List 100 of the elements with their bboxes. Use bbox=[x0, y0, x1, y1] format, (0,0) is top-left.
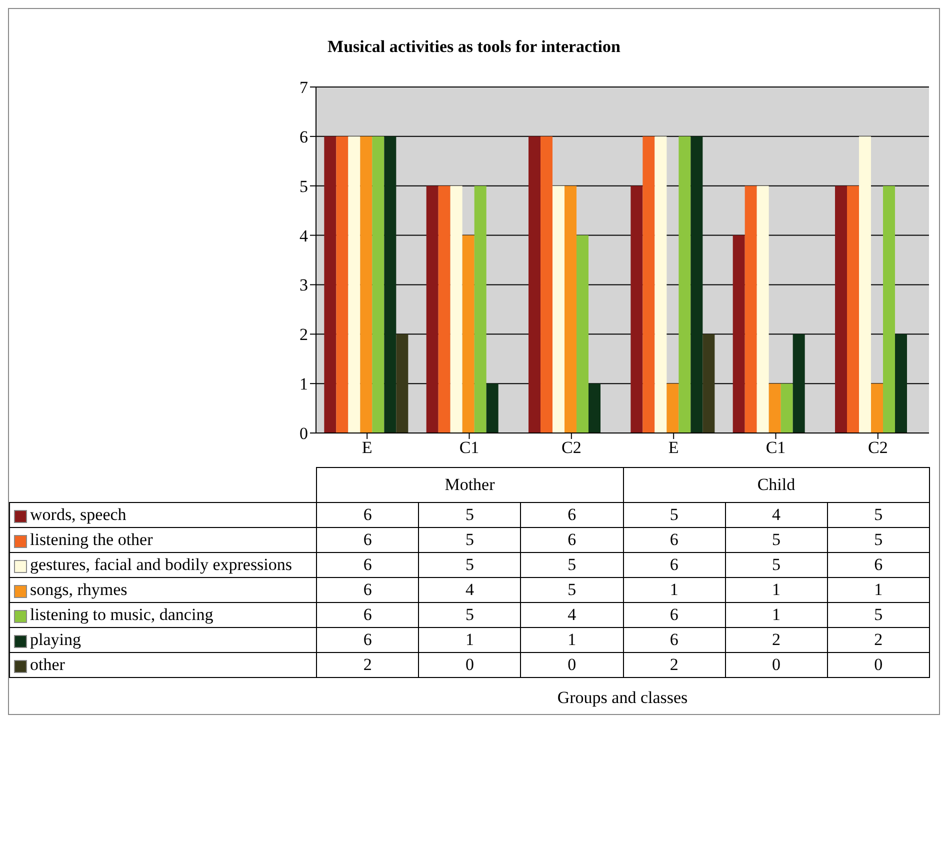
bar bbox=[768, 384, 781, 433]
data-label: 1 bbox=[623, 578, 726, 602]
data-label: 6 bbox=[623, 602, 726, 628]
data-label: 6 bbox=[623, 628, 726, 652]
data-label: 4 bbox=[418, 578, 521, 602]
data-label: 5 bbox=[827, 602, 930, 628]
bar bbox=[702, 334, 715, 433]
y-tick-label: 1 bbox=[300, 374, 308, 394]
text: Mother bbox=[316, 468, 623, 502]
data-label: 6 bbox=[316, 602, 419, 628]
bar bbox=[871, 384, 884, 433]
bar bbox=[883, 186, 896, 433]
legend-label: other bbox=[30, 655, 65, 675]
data-label: 5 bbox=[725, 552, 828, 578]
data-label: 6 bbox=[316, 552, 419, 578]
bar bbox=[360, 136, 372, 433]
data-label: 0 bbox=[418, 652, 521, 678]
bar bbox=[486, 384, 498, 433]
bar bbox=[642, 136, 655, 433]
x-tick-label: C1 bbox=[766, 438, 786, 458]
bar bbox=[324, 136, 336, 433]
y-tick-label: 7 bbox=[300, 78, 308, 98]
data-label: 6 bbox=[316, 528, 419, 552]
data-label: 1 bbox=[418, 628, 521, 652]
bar bbox=[396, 334, 408, 433]
data-label: 2 bbox=[827, 628, 930, 652]
y-tick-label: 3 bbox=[300, 276, 308, 295]
data-label: 5 bbox=[418, 552, 521, 578]
data-label: 6 bbox=[623, 528, 726, 552]
bar bbox=[630, 186, 643, 433]
bar bbox=[576, 235, 589, 433]
legend-label: playing bbox=[30, 630, 81, 650]
data-label: 1 bbox=[520, 628, 623, 652]
bar bbox=[780, 384, 793, 433]
data-label: 0 bbox=[520, 652, 623, 678]
x-tick-label: E bbox=[362, 438, 372, 458]
data-label: 5 bbox=[418, 602, 521, 628]
bar bbox=[384, 136, 396, 433]
bar bbox=[654, 136, 667, 433]
y-tick-label: 2 bbox=[300, 325, 308, 344]
bar bbox=[847, 186, 860, 433]
data-label: 4 bbox=[725, 502, 828, 528]
x-tick-label: C1 bbox=[459, 438, 480, 458]
data-label: 1 bbox=[827, 578, 930, 602]
data-label: 6 bbox=[520, 528, 623, 552]
legend-label: songs, rhymes bbox=[30, 580, 128, 600]
bar bbox=[474, 186, 486, 433]
data-label: 5 bbox=[725, 528, 828, 552]
data-label: 2 bbox=[725, 628, 828, 652]
bar bbox=[756, 186, 769, 433]
bar bbox=[528, 136, 541, 433]
bar bbox=[450, 186, 462, 433]
x-tick-label: C2 bbox=[561, 438, 582, 458]
legend-label: listening to music, dancing bbox=[30, 605, 214, 625]
data-label: 2 bbox=[316, 652, 419, 678]
data-label: 6 bbox=[520, 502, 623, 528]
data-label: 1 bbox=[725, 602, 828, 628]
bar bbox=[678, 136, 691, 433]
data-label: 5 bbox=[623, 502, 726, 528]
data-label: 5 bbox=[520, 578, 623, 602]
bar bbox=[732, 235, 745, 433]
text: Groups and classes bbox=[556, 688, 689, 708]
bar bbox=[426, 186, 438, 433]
bar bbox=[540, 136, 553, 433]
bar bbox=[666, 384, 679, 433]
data-label: 5 bbox=[827, 502, 930, 528]
bar bbox=[552, 186, 565, 433]
legend-label: words, speech bbox=[30, 505, 126, 525]
text: Child bbox=[623, 468, 930, 502]
bar bbox=[588, 384, 601, 433]
bar bbox=[895, 334, 908, 433]
bar bbox=[438, 186, 450, 433]
chart-title: Musical activities as tools for interaction bbox=[326, 37, 622, 57]
data-label: 5 bbox=[418, 528, 521, 552]
y-tick-label: 6 bbox=[300, 127, 308, 146]
data-label: 6 bbox=[623, 552, 726, 578]
bar bbox=[336, 136, 348, 433]
x-tick-label: E bbox=[668, 438, 679, 458]
data-label: 0 bbox=[725, 652, 828, 678]
data-label: 4 bbox=[520, 602, 623, 628]
bar bbox=[348, 136, 360, 433]
legend-label: listening the other bbox=[30, 530, 153, 550]
y-tick-label: 5 bbox=[300, 176, 308, 196]
data-label: 5 bbox=[520, 552, 623, 578]
data-label: 2 bbox=[623, 652, 726, 678]
bar bbox=[690, 136, 703, 433]
bar bbox=[462, 235, 474, 433]
data-label: 6 bbox=[316, 502, 419, 528]
bar bbox=[744, 186, 757, 433]
data-label: 5 bbox=[827, 528, 930, 552]
bar bbox=[859, 136, 872, 433]
bar bbox=[835, 186, 848, 433]
x-tick-label: C2 bbox=[868, 438, 888, 458]
data-label: 6 bbox=[827, 552, 930, 578]
data-label: 6 bbox=[316, 628, 419, 652]
bar bbox=[372, 136, 384, 433]
data-label: 0 bbox=[827, 652, 930, 678]
bar bbox=[792, 334, 805, 433]
y-tick-label: 0 bbox=[300, 424, 308, 444]
data-label: 1 bbox=[725, 578, 828, 602]
